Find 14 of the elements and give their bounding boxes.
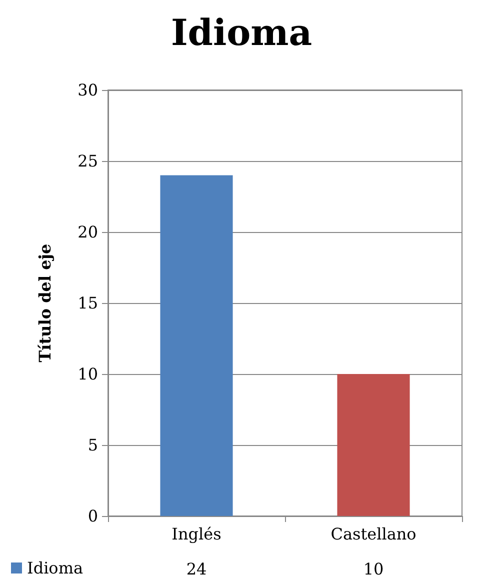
y-tick-label: 15: [78, 294, 98, 312]
legend-label: Idioma: [27, 558, 84, 578]
data-label: 24: [186, 560, 207, 578]
chart-title: Idioma: [170, 12, 312, 54]
y-axis-title: Título del eje: [36, 244, 54, 362]
y-tick-label: 5: [88, 436, 98, 454]
y-tick-label: 20: [78, 222, 98, 242]
x-tick-label: Inglés: [172, 524, 222, 544]
x-tick-label: Castellano: [330, 524, 416, 544]
y-tick-label: 10: [78, 364, 98, 384]
data-label: 10: [363, 560, 384, 578]
y-tick-label: 0: [88, 506, 98, 526]
y-tick-label: 25: [78, 152, 98, 170]
y-tick-label: 30: [78, 80, 98, 100]
